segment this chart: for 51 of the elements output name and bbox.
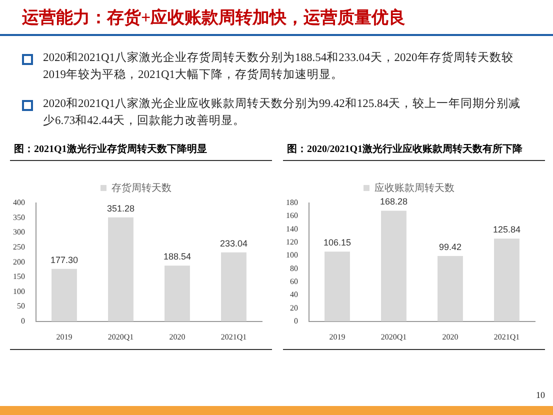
- y-tick-label: 20: [290, 303, 298, 312]
- bar: [494, 238, 520, 322]
- y-tick-label: 0: [294, 316, 298, 326]
- y-tick-label: 150: [13, 272, 25, 282]
- x-tick-label: 2020: [442, 332, 458, 342]
- data-label: 177.30: [50, 254, 78, 265]
- y-tick-label: 100: [286, 250, 298, 260]
- y-tick-label: 50: [17, 302, 25, 311]
- bar: [381, 210, 406, 322]
- legend-label: 应收账款周转天数: [374, 182, 454, 194]
- data-label: 106.15: [323, 238, 352, 248]
- y-tick-label: 300: [13, 228, 25, 237]
- text: 运营能力：存货+应收账款周转加快，运营质量优良: [0, 0, 553, 36]
- x-tick-label: 2021Q1: [220, 332, 247, 342]
- data-label: 233.04: [220, 238, 248, 248]
- data-label: 188.54: [163, 252, 192, 262]
- y-tick-label: 140: [286, 224, 298, 234]
- y-tick-label: 350: [13, 212, 25, 222]
- text: 10: [536, 390, 545, 400]
- y-tick-label: 400: [13, 198, 25, 208]
- bar: [438, 256, 463, 322]
- legend-label: 存货周转天数: [112, 182, 172, 194]
- y-tick-label: 60: [290, 277, 298, 286]
- x-tick-label: 2019: [329, 332, 346, 342]
- y-tick-label: 120: [286, 238, 298, 247]
- chart-title: 图：2021Q1激光行业存货周转天数下降明显: [10, 142, 272, 161]
- x-tick-label: 2020Q1: [108, 332, 134, 342]
- bar: [108, 217, 134, 322]
- x-tick-label: 2020Q1: [380, 332, 407, 342]
- text: 2020和2021Q1八家激光企业应收账款周转天数分别为99.42和125.84天，较上一年同期分别减少6.73和42.44天，回款能力改善明显。: [43, 96, 522, 129]
- data-label: 99.42: [438, 242, 462, 252]
- bar: [52, 268, 77, 322]
- y-tick-label: 250: [13, 242, 25, 252]
- x-tick-label: 2019: [56, 332, 72, 342]
- y-tick-label: 0: [21, 316, 25, 326]
- data-label: 168.28: [380, 196, 408, 207]
- data-label: 351.28: [106, 203, 135, 214]
- x-tick-label: 2021Q1: [494, 332, 520, 342]
- data-label: 125.84: [492, 224, 521, 235]
- y-tick-label: 180: [286, 198, 298, 208]
- text: 2020和2021Q1八家激光企业存货周转天数分别为188.54和233.04天，2020年存货周转天数较2019年较为平稳，2021Q1大幅下降，存货周转加速明显。: [43, 50, 514, 83]
- y-tick-label: 80: [290, 264, 298, 273]
- y-tick-label: 100: [13, 286, 25, 296]
- y-tick-label: 160: [286, 211, 298, 220]
- y-tick-label: 200: [13, 257, 25, 266]
- bar: [221, 252, 246, 322]
- bar: [324, 252, 350, 322]
- chart-title: 图：2020/2021Q1激光行业应收账款周转天数有所下降: [283, 142, 545, 161]
- y-tick-label: 40: [290, 290, 298, 300]
- bar: [164, 266, 190, 322]
- x-tick-label: 2020: [169, 332, 186, 342]
